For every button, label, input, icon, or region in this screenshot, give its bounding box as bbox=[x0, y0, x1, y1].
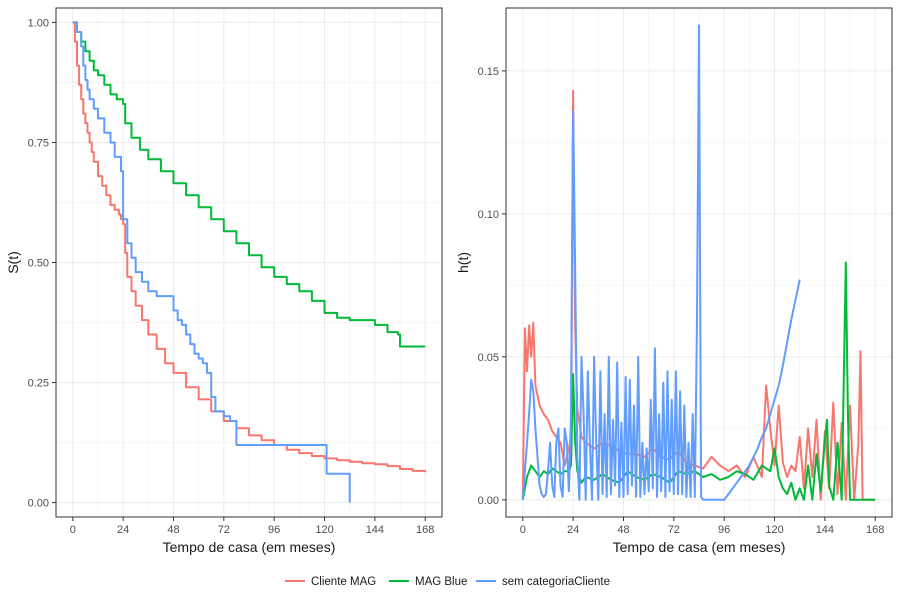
series-line-sem-categoriacliente bbox=[521, 24, 801, 501]
x-tick-label: 120 bbox=[765, 524, 783, 536]
legend-item-mag-blue: MAG Blue bbox=[389, 576, 467, 588]
y-tick-label: 1.00 bbox=[28, 17, 49, 29]
y-tick-label: 0.50 bbox=[28, 258, 49, 270]
x-tick-label: 24 bbox=[117, 524, 129, 536]
x-axis-title: Tempo de casa (em meses) bbox=[163, 539, 336, 555]
x-tick-label: 0 bbox=[70, 524, 76, 536]
legend-label-mag-blue: MAG Blue bbox=[415, 576, 467, 588]
y-tick-label: 0.10 bbox=[478, 209, 499, 221]
x-tick-label: 72 bbox=[218, 524, 230, 536]
hazard-panel: 0 24 48 72 96 120 144 168 0.00 0.05 0.10 0.15 Tempo … bbox=[455, 7, 893, 555]
y-tick-label: 0.00 bbox=[478, 495, 499, 507]
x-tick-label: 168 bbox=[866, 524, 884, 536]
legend-item-cliente-mag: Cliente MAG bbox=[285, 576, 376, 588]
y-tick-label: 0.25 bbox=[28, 378, 49, 390]
x-tick-label: 144 bbox=[816, 524, 834, 536]
y-axis-title: S(t) bbox=[5, 251, 21, 274]
x-tick-label: 96 bbox=[718, 524, 730, 536]
y-tick-label: 0.75 bbox=[28, 137, 49, 149]
legend-label-sem-categoria: sem categoriaCliente bbox=[502, 576, 610, 588]
y-tick-label: 0.00 bbox=[28, 498, 49, 510]
x-tick-label: 0 bbox=[520, 524, 526, 536]
series-line-mag-blue bbox=[72, 21, 426, 348]
x-tick-label: 144 bbox=[366, 524, 384, 536]
legend-item-sem-categoria: sem categoriaCliente bbox=[476, 576, 610, 588]
x-tick-label: 48 bbox=[167, 524, 179, 536]
legend: Cliente MAG MAG Blue sem categoriaClient… bbox=[285, 576, 610, 588]
y-tick-label: 0.15 bbox=[478, 66, 499, 78]
x-axis-title: Tempo de casa (em meses) bbox=[613, 539, 786, 555]
x-tick-label: 72 bbox=[668, 524, 680, 536]
legend-label-cliente-mag: Cliente MAG bbox=[311, 576, 376, 588]
series-line-sem-categoriacliente bbox=[72, 21, 351, 503]
x-tick-label: 168 bbox=[416, 524, 434, 536]
panel-border bbox=[505, 7, 893, 518]
survival-panel: 0 24 48 72 96 120 144 168 0.00 0.25 0.50 0.75 1.00 Te… bbox=[5, 7, 443, 555]
x-tick-label: 120 bbox=[315, 524, 333, 536]
x-tick-label: 24 bbox=[567, 524, 579, 536]
x-tick-label: 96 bbox=[268, 524, 280, 536]
y-tick-label: 0.05 bbox=[478, 352, 499, 364]
y-axis-title: h(t) bbox=[455, 252, 471, 273]
x-tick-label: 48 bbox=[617, 524, 629, 536]
series-line-cliente-mag bbox=[72, 21, 427, 473]
